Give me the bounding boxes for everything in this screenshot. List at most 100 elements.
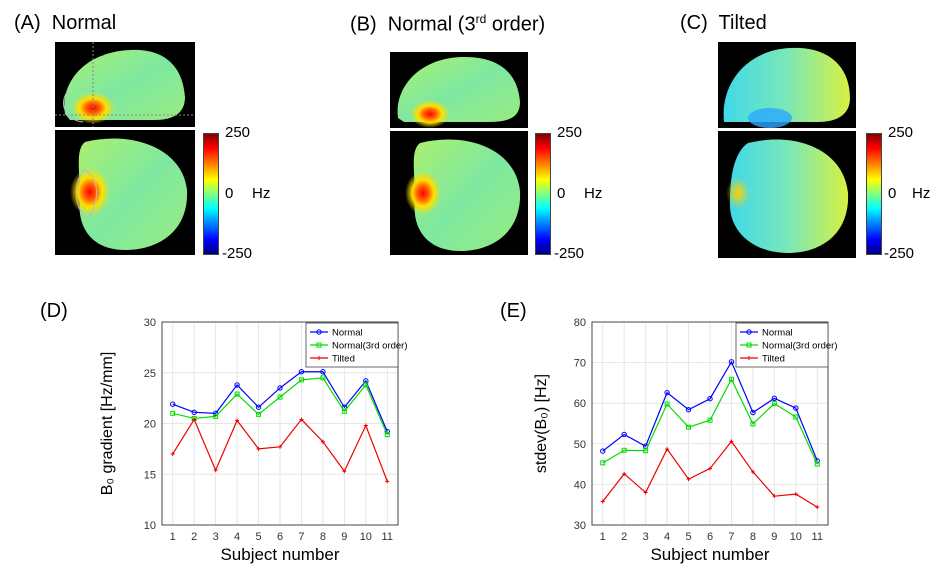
panel-c-cbar-min: -250 — [884, 245, 915, 262]
legend-marker — [746, 342, 752, 348]
y-tick-label: 60 — [574, 398, 586, 410]
data-point — [320, 439, 325, 444]
x-tick-label: 9 — [771, 531, 777, 543]
x-tick-label: 10 — [360, 531, 372, 543]
series-line — [172, 371, 388, 432]
data-point — [728, 376, 734, 382]
data-point — [299, 417, 304, 422]
data-point — [600, 499, 605, 504]
data-point — [234, 391, 240, 397]
x-tick-label: 9 — [341, 531, 347, 543]
data-point — [771, 401, 777, 407]
data-point — [686, 477, 691, 482]
data-point — [708, 466, 712, 471]
data-point — [750, 421, 756, 427]
x-tick-label: 2 — [621, 531, 627, 543]
data-point — [256, 411, 262, 417]
data-point — [192, 417, 197, 422]
data-point — [814, 461, 820, 467]
x-tick-label: 11 — [382, 531, 393, 543]
data-point — [341, 408, 347, 414]
panel-a-name: Normal — [51, 12, 117, 34]
data-point — [664, 389, 670, 396]
data-point — [235, 418, 240, 423]
data-point — [255, 404, 262, 410]
panel-c-cbar-max: 250 — [888, 124, 914, 141]
data-point — [600, 460, 606, 466]
legend-label: Normal(3rd order) — [762, 341, 838, 352]
x-tick-label: 1 — [600, 531, 606, 543]
y-axis-label: B₀ gradient [Hz/mm] — [99, 352, 116, 496]
panel-b-title: (B) Normal (3rd order) — [350, 12, 545, 37]
data-point — [621, 447, 627, 453]
y-tick-label: 20 — [144, 419, 156, 431]
y-tick-label: 15 — [144, 469, 156, 481]
panel-a-cbar-max: 250 — [225, 124, 251, 141]
data-point — [707, 396, 713, 402]
panel-a-cbar-mid: 0 — [225, 185, 234, 202]
data-point — [729, 439, 734, 444]
data-point — [170, 410, 176, 416]
panel-a-colorbar — [203, 133, 219, 255]
x-tick-label: 5 — [685, 531, 691, 543]
data-point — [793, 492, 798, 497]
data-point — [277, 385, 283, 391]
panel-a-axial-map — [55, 130, 195, 255]
panel-b-name-end: order) — [486, 13, 546, 36]
panel-c-name: Tilted — [718, 12, 767, 34]
legend-marker — [746, 329, 752, 335]
data-point — [750, 469, 755, 474]
panel-c-axial-map — [718, 131, 856, 258]
data-point — [320, 375, 326, 381]
data-point — [191, 409, 197, 416]
panel-b-cbar-max: 250 — [557, 124, 583, 141]
data-point — [234, 382, 240, 388]
x-tick-label: 4 — [234, 531, 240, 543]
chart-d: 10 15 20 25 30 1 2 3 4 5 6 7 8 9 10 11 Normal Normal(3rd … — [99, 317, 408, 564]
data-point — [600, 448, 606, 454]
y-tick-label: 30 — [144, 317, 156, 329]
panel-e-label: (E) — [500, 300, 527, 322]
panel-c-sagittal-map — [718, 42, 856, 128]
legend-label: Normal — [762, 328, 793, 339]
x-tick-label: 10 — [790, 531, 802, 543]
data-point — [621, 431, 627, 438]
x-tick-label: 6 — [707, 531, 713, 543]
data-point — [363, 423, 368, 428]
panel-b-cbar-mid: 0 — [557, 185, 566, 202]
panel-b-colorbar — [535, 133, 551, 255]
panel-a-title: (A) Normal — [14, 12, 116, 35]
panel-b-label: (B) — [350, 13, 377, 36]
data-point — [277, 394, 283, 400]
panel-b-axial-map — [390, 131, 528, 255]
data-point — [170, 451, 175, 456]
data-point — [728, 359, 735, 365]
x-tick-label: 2 — [191, 531, 197, 543]
y-tick-label: 80 — [574, 317, 586, 329]
data-point — [342, 469, 347, 474]
panel-b-cbar-unit: Hz — [584, 185, 603, 202]
data-point — [793, 405, 799, 411]
data-point — [213, 413, 219, 419]
plot-frame — [161, 321, 399, 526]
data-point — [213, 468, 218, 473]
panel-c-cbar-unit: Hz — [912, 185, 931, 202]
plot-frame — [591, 321, 829, 526]
panel-c-label: (C) — [680, 12, 708, 34]
x-tick-label: 3 — [213, 531, 219, 543]
panel-b-cbar-min: -250 — [554, 245, 585, 262]
panel-a-label: (A) — [14, 12, 41, 34]
panel-b-sagittal-map — [390, 52, 528, 128]
data-point — [685, 406, 692, 413]
panel-b-sup: rd — [475, 12, 487, 26]
x-tick-label: 7 — [728, 531, 734, 543]
y-tick-label: 50 — [574, 439, 586, 451]
y-tick-label: 25 — [144, 368, 156, 380]
data-point — [256, 446, 261, 451]
data-point — [643, 448, 649, 454]
data-point — [298, 369, 305, 375]
panel-c-cbar-mid: 0 — [888, 185, 897, 202]
legend-marker — [317, 356, 321, 360]
x-tick-label: 1 — [170, 531, 176, 543]
